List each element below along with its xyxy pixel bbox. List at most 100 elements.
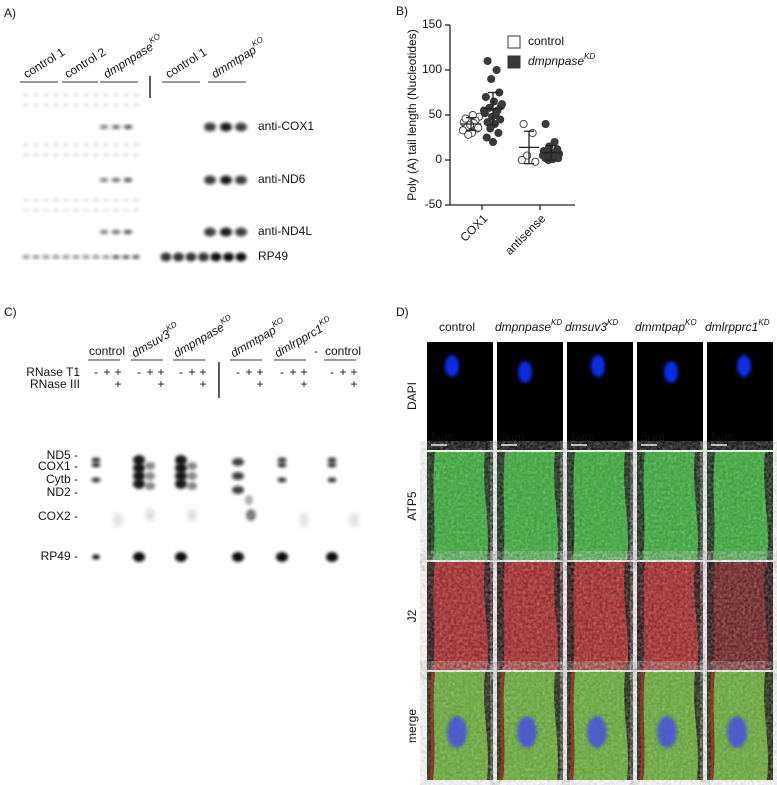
band [22,255,30,259]
band [220,122,232,132]
cell-edge [569,671,575,781]
band [33,198,39,202]
band [83,208,89,212]
band [123,198,129,202]
band [53,103,59,107]
band [123,229,133,235]
band [33,143,39,147]
band [91,457,101,463]
treatment-label: RNase III [30,377,80,391]
sign: + [289,365,296,379]
lane-label: control 2 [62,45,109,81]
column-label-sup: KO [685,318,697,327]
band [23,103,29,107]
band [123,103,129,107]
scale-bar-label: 5µm [501,430,525,444]
scale-bar-label: 5µm [431,430,455,444]
data-point [494,128,503,138]
legend-label: control [528,34,564,48]
band [73,143,79,147]
panel-label: A) [4,6,16,20]
band [112,255,120,259]
band [113,208,119,212]
column-label-sup: KD [551,318,562,327]
band [23,93,29,97]
lane-label: dmpnpaseKO [100,32,166,81]
band [232,486,244,494]
data-point [497,100,507,109]
texture [567,452,633,560]
group-label-text: dmmtpap [228,323,279,360]
band [103,103,109,107]
band [445,355,459,377]
band [111,124,121,130]
band [33,208,39,212]
y-tick-label: 150 [422,17,442,31]
band [198,252,209,262]
band [145,482,155,490]
blot-label: RP49 [258,249,288,263]
band [175,455,187,465]
band [43,198,49,202]
data-point [488,137,498,147]
row-label: J2 [405,609,419,622]
texture [637,562,703,670]
sign: - [236,365,240,379]
band [123,143,129,147]
lane-label: control 1 [163,45,210,81]
band [188,509,196,521]
legend-text: control [528,34,564,48]
sign: - [314,344,318,358]
sign: - [137,365,141,379]
texture [567,562,633,670]
band [23,208,29,212]
y-tick-label: -50 [425,197,443,211]
band [132,255,140,259]
sign: + [245,365,252,379]
band [114,513,122,527]
column-label: dmpnpaseKD [495,318,562,334]
band [277,477,287,483]
band [300,513,308,527]
data-point [496,115,505,124]
band [63,153,69,157]
band [23,153,29,157]
band [235,252,247,262]
band [518,361,532,383]
data-point [531,157,540,166]
band [33,153,39,157]
band [123,93,129,97]
band [99,124,109,130]
band [52,255,60,259]
micrograph [637,342,703,450]
panel-label: C) [4,305,17,319]
group-label-text: control [89,344,125,358]
x-tick-label: COX1 [457,211,490,244]
band [53,93,59,97]
sign: + [256,377,263,391]
sign: - [94,365,98,379]
sign: + [157,365,164,379]
band [235,122,247,132]
band [63,93,69,97]
band [93,153,99,157]
group-label-text: control [325,344,361,358]
data-point [466,120,475,129]
column-label-text: dmmtpap [635,320,685,334]
band [92,554,100,560]
band-label: ND5 - [47,448,78,462]
band [83,103,89,107]
lane-label: control 1 [21,45,68,81]
y-axis-title: Poly (A) tail length (Nucleotides) [405,29,419,200]
band [113,103,119,107]
band [73,198,79,202]
band [133,552,145,562]
band [53,208,59,212]
data-point [482,133,491,142]
data-point [488,112,497,121]
data-point [464,130,473,139]
band [103,143,109,147]
band [63,103,69,107]
band [175,463,187,473]
y-tick-label: 50 [429,107,443,121]
